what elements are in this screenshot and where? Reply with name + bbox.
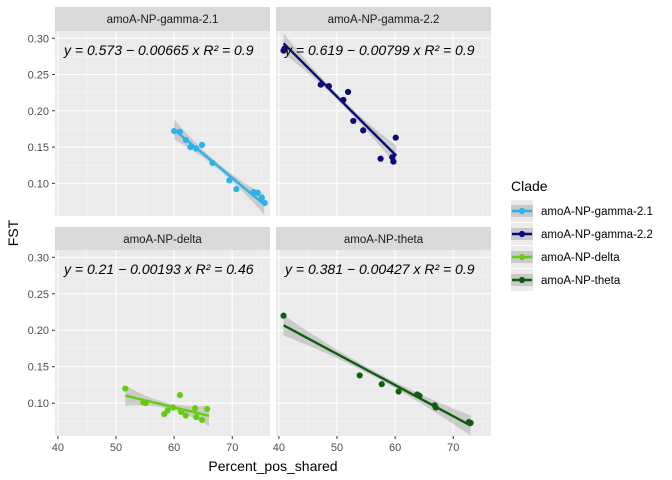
legend-label: amoA-NP-theta xyxy=(541,275,621,287)
x-tick-label: 60 xyxy=(168,442,180,454)
data-point xyxy=(392,134,399,141)
facet-strip-label: amoA-NP-gamma-2.2 xyxy=(328,14,440,26)
regression-equation: y = 0.573 − 0.00665 x R² = 0.9 xyxy=(63,42,254,58)
regression-equation: y = 0.381 − 0.00427 x R² = 0.9 xyxy=(284,261,475,277)
x-tick-label: 50 xyxy=(331,442,343,454)
y-tick-label: 0.25 xyxy=(28,70,49,82)
facet-strip-label: amoA-NP-delta xyxy=(123,234,202,246)
y-tick-label: 0.25 xyxy=(28,289,49,301)
legend-item: amoA-NP-gamma-2.1 xyxy=(511,200,653,222)
data-point xyxy=(198,141,206,149)
panel-layers: y = 0.573 − 0.00665 x R² = 0.9 xyxy=(63,42,268,215)
facet-strip xyxy=(276,7,491,31)
legend-item: amoA-NP-theta xyxy=(511,269,621,291)
data-point xyxy=(233,186,240,193)
regression-equation: y = 0.21 − 0.00193 x R² = 0.46 xyxy=(63,261,254,277)
legend-label: amoA-NP-delta xyxy=(541,252,620,264)
y-tick-label: 0.30 xyxy=(28,33,49,45)
data-point xyxy=(193,413,200,421)
panel-layers: y = 0.381 − 0.00427 x R² = 0.9 xyxy=(280,261,475,436)
facet-strip xyxy=(276,227,491,251)
x-tick-label: 60 xyxy=(389,442,401,454)
y-tick-label: 0.20 xyxy=(28,106,49,118)
data-point xyxy=(226,177,233,184)
legend: Clade amoA-NP-gamma-2.1 amoA-NP-gamma-2.2 a… xyxy=(511,178,653,291)
panel-background xyxy=(276,250,491,436)
facet-panels: amoA-NP-gamma-2.1 y = 0.573 − 0.00665 x R… xyxy=(55,7,491,436)
data-point xyxy=(122,385,129,392)
legend-title: Clade xyxy=(511,178,548,194)
data-point xyxy=(280,312,287,319)
y-tick-label: 0.15 xyxy=(28,362,49,374)
facet-strip xyxy=(55,227,270,251)
data-point xyxy=(390,158,397,165)
axes: 0.10 0.15 0.20 0.25 0.30 0.10 0.15 0.20 0.25 0.30… xyxy=(28,33,460,454)
data-point xyxy=(377,155,384,162)
data-point xyxy=(198,416,206,424)
x-tick-label: 70 xyxy=(226,442,238,454)
legend-point-swatch xyxy=(518,207,526,215)
data-point xyxy=(176,392,184,399)
data-point xyxy=(204,405,211,413)
y-tick-label: 0.30 xyxy=(28,252,49,264)
legend-item: amoA-NP-delta xyxy=(511,246,620,268)
data-point xyxy=(164,407,171,414)
facet-panel: amoA-NP-theta y = 0.381 − 0.00427 x R² = … xyxy=(276,227,491,436)
regression-line xyxy=(173,128,265,206)
data-point xyxy=(378,381,385,388)
facet-panel: amoA-NP-delta y = 0.21 − 0.00193 x R² = 0… xyxy=(55,227,270,436)
facet-panel: amoA-NP-gamma-2.2 y = 0.619 − 0.00799 x R… xyxy=(276,7,491,216)
data-point xyxy=(254,189,261,196)
legend-point-swatch xyxy=(518,230,526,238)
facet-strip-label: amoA-NP-theta xyxy=(344,234,424,246)
y-tick-label: 0.10 xyxy=(28,398,49,410)
regression-equation: y = 0.619 − 0.00799 x R² = 0.9 xyxy=(284,42,475,58)
data-point xyxy=(258,194,265,201)
regression-line xyxy=(282,324,472,427)
x-tick-label: 40 xyxy=(273,442,285,454)
facet-strip xyxy=(55,7,270,31)
legend-label: amoA-NP-gamma-2.1 xyxy=(541,206,653,218)
data-point xyxy=(182,412,189,419)
y-tick-label: 0.10 xyxy=(28,178,49,190)
panel-layers: y = 0.619 − 0.00799 x R² = 0.9 xyxy=(280,33,475,166)
data-point xyxy=(395,388,402,395)
x-tick-label: 40 xyxy=(52,442,64,454)
y-axis-title: FST xyxy=(5,219,21,246)
data-point xyxy=(344,88,352,96)
regression-line xyxy=(282,42,398,157)
x-tick-label: 50 xyxy=(110,442,122,454)
legend-item: amoA-NP-gamma-2.2 xyxy=(511,223,653,245)
data-point xyxy=(350,117,357,125)
x-axis-title: Percent_pos_shared xyxy=(208,458,337,474)
x-tick-label: 70 xyxy=(447,442,459,454)
legend-label: amoA-NP-gamma-2.2 xyxy=(541,229,653,241)
data-point xyxy=(191,405,199,412)
y-tick-label: 0.20 xyxy=(28,325,49,337)
facet-strip-label: amoA-NP-gamma-2.1 xyxy=(107,14,219,26)
panel-background xyxy=(276,31,491,216)
data-point xyxy=(356,372,363,379)
regression-line xyxy=(125,394,210,418)
panel-background xyxy=(55,31,270,216)
legend-point-swatch xyxy=(518,253,526,261)
facet-panel: amoA-NP-gamma-2.1 y = 0.573 − 0.00665 x R… xyxy=(55,7,270,216)
legend-point-swatch xyxy=(518,276,526,284)
panel-layers: y = 0.21 − 0.00193 x R² = 0.46 xyxy=(63,261,254,427)
data-point xyxy=(360,127,367,134)
y-tick-label: 0.15 xyxy=(28,142,49,154)
